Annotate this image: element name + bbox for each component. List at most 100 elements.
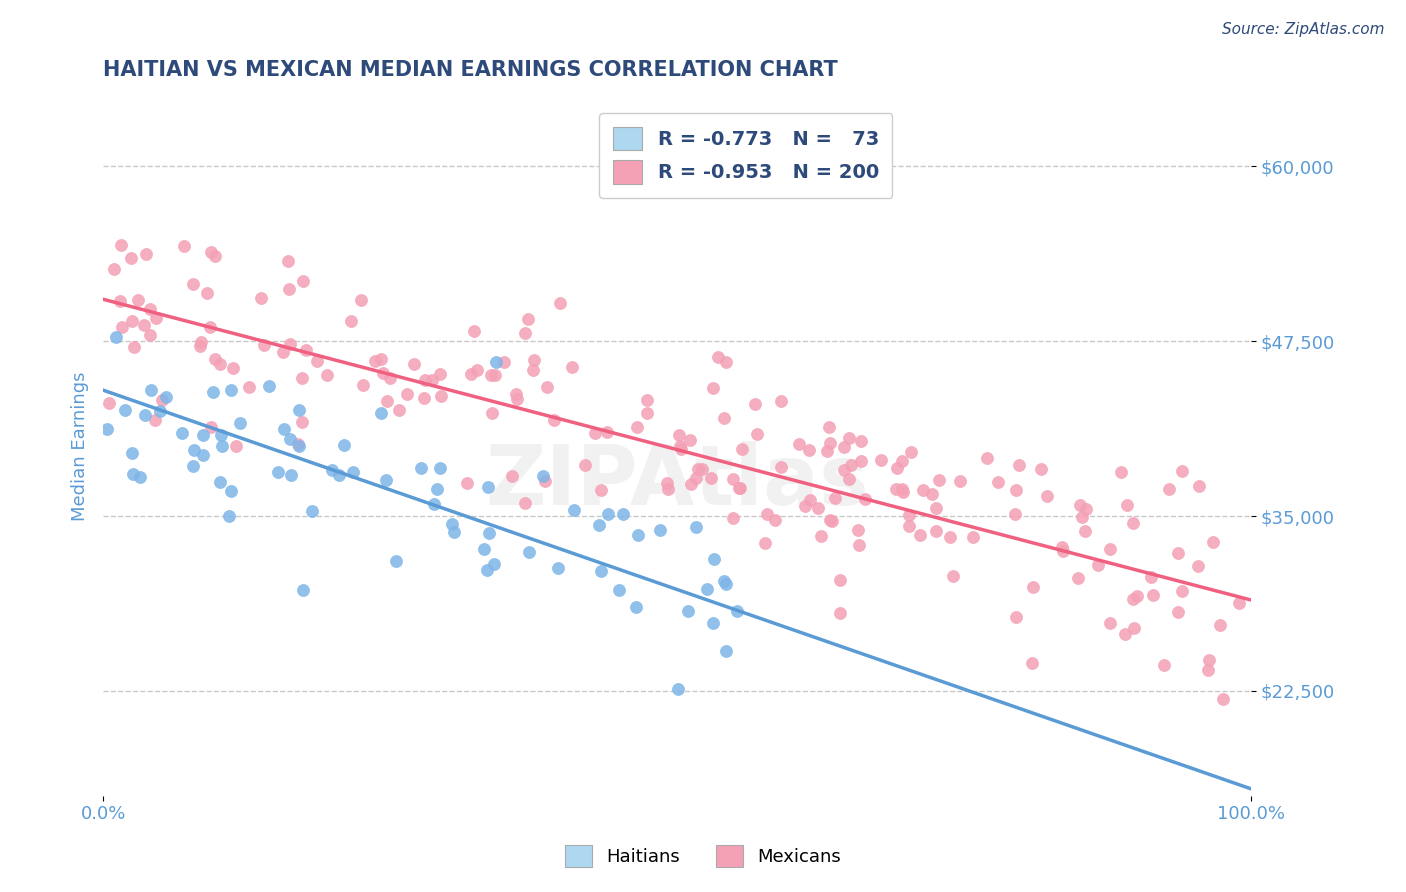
Point xyxy=(1197,663,1219,677)
Point xyxy=(807,500,830,515)
Legend: R = -0.773   N =   73, R = -0.953   N = 200: R = -0.773 N = 73, R = -0.953 N = 200 xyxy=(599,113,893,197)
Point xyxy=(328,467,350,482)
Point xyxy=(219,483,242,498)
Point xyxy=(884,483,907,497)
Point xyxy=(891,485,914,500)
Point xyxy=(377,394,399,409)
Point xyxy=(195,285,218,300)
Point xyxy=(942,568,965,582)
Point xyxy=(193,449,215,463)
Point xyxy=(1074,502,1097,516)
Point xyxy=(797,442,820,457)
Point xyxy=(686,462,709,476)
Point xyxy=(1122,516,1144,531)
Point xyxy=(1201,535,1223,549)
Point xyxy=(1122,592,1144,607)
Point xyxy=(183,442,205,457)
Point xyxy=(721,472,744,486)
Point xyxy=(222,361,245,376)
Point xyxy=(111,320,134,334)
Point xyxy=(848,538,870,552)
Point xyxy=(755,507,778,521)
Point xyxy=(744,396,766,410)
Point xyxy=(522,363,544,377)
Point xyxy=(120,252,142,266)
Point xyxy=(714,355,737,369)
Point xyxy=(139,383,162,397)
Text: ZIPAtlas: ZIPAtlas xyxy=(485,441,869,522)
Point xyxy=(869,452,891,467)
Point xyxy=(702,381,724,395)
Point xyxy=(583,426,606,441)
Point xyxy=(828,573,851,587)
Point xyxy=(204,249,226,263)
Point xyxy=(1074,524,1097,539)
Point xyxy=(561,360,583,375)
Point xyxy=(273,422,295,436)
Point xyxy=(173,239,195,253)
Point xyxy=(939,530,962,544)
Point xyxy=(692,462,714,476)
Point xyxy=(291,415,314,429)
Point xyxy=(139,302,162,317)
Point xyxy=(799,492,821,507)
Point xyxy=(612,507,634,521)
Point xyxy=(696,582,718,597)
Point xyxy=(596,425,619,439)
Point xyxy=(817,419,839,434)
Point xyxy=(478,526,501,541)
Point xyxy=(238,380,260,394)
Point xyxy=(190,334,212,349)
Point xyxy=(1114,627,1136,641)
Point xyxy=(962,529,984,543)
Point xyxy=(127,293,149,307)
Point xyxy=(523,353,546,368)
Point xyxy=(747,427,769,442)
Point xyxy=(1167,605,1189,619)
Point xyxy=(139,328,162,343)
Point xyxy=(108,293,131,308)
Point xyxy=(440,516,463,531)
Point xyxy=(838,431,860,445)
Point xyxy=(666,681,689,696)
Point xyxy=(110,238,132,252)
Point xyxy=(193,428,215,442)
Point xyxy=(1198,653,1220,667)
Point xyxy=(1140,569,1163,583)
Point xyxy=(388,402,411,417)
Point xyxy=(763,513,786,527)
Point xyxy=(1036,489,1059,503)
Point xyxy=(288,439,311,453)
Point xyxy=(422,497,444,511)
Point xyxy=(1171,464,1194,478)
Point xyxy=(114,403,136,417)
Point xyxy=(685,520,707,534)
Point xyxy=(443,524,465,539)
Point xyxy=(181,459,204,474)
Point xyxy=(703,552,725,566)
Point xyxy=(477,480,499,494)
Point xyxy=(321,462,343,476)
Point xyxy=(515,496,537,510)
Point xyxy=(505,387,527,401)
Point xyxy=(121,313,143,327)
Point xyxy=(713,574,735,589)
Point xyxy=(1022,580,1045,594)
Point xyxy=(103,262,125,277)
Point xyxy=(716,577,738,591)
Point xyxy=(200,245,222,260)
Point xyxy=(810,529,832,543)
Point xyxy=(292,274,315,288)
Point xyxy=(277,282,299,296)
Point xyxy=(596,508,619,522)
Point xyxy=(492,355,515,369)
Point xyxy=(472,541,495,556)
Point xyxy=(624,600,647,615)
Point xyxy=(818,436,841,450)
Point xyxy=(832,440,855,454)
Point xyxy=(515,326,537,340)
Point xyxy=(846,523,869,537)
Point xyxy=(420,373,443,387)
Point xyxy=(1050,540,1073,554)
Point xyxy=(342,465,364,479)
